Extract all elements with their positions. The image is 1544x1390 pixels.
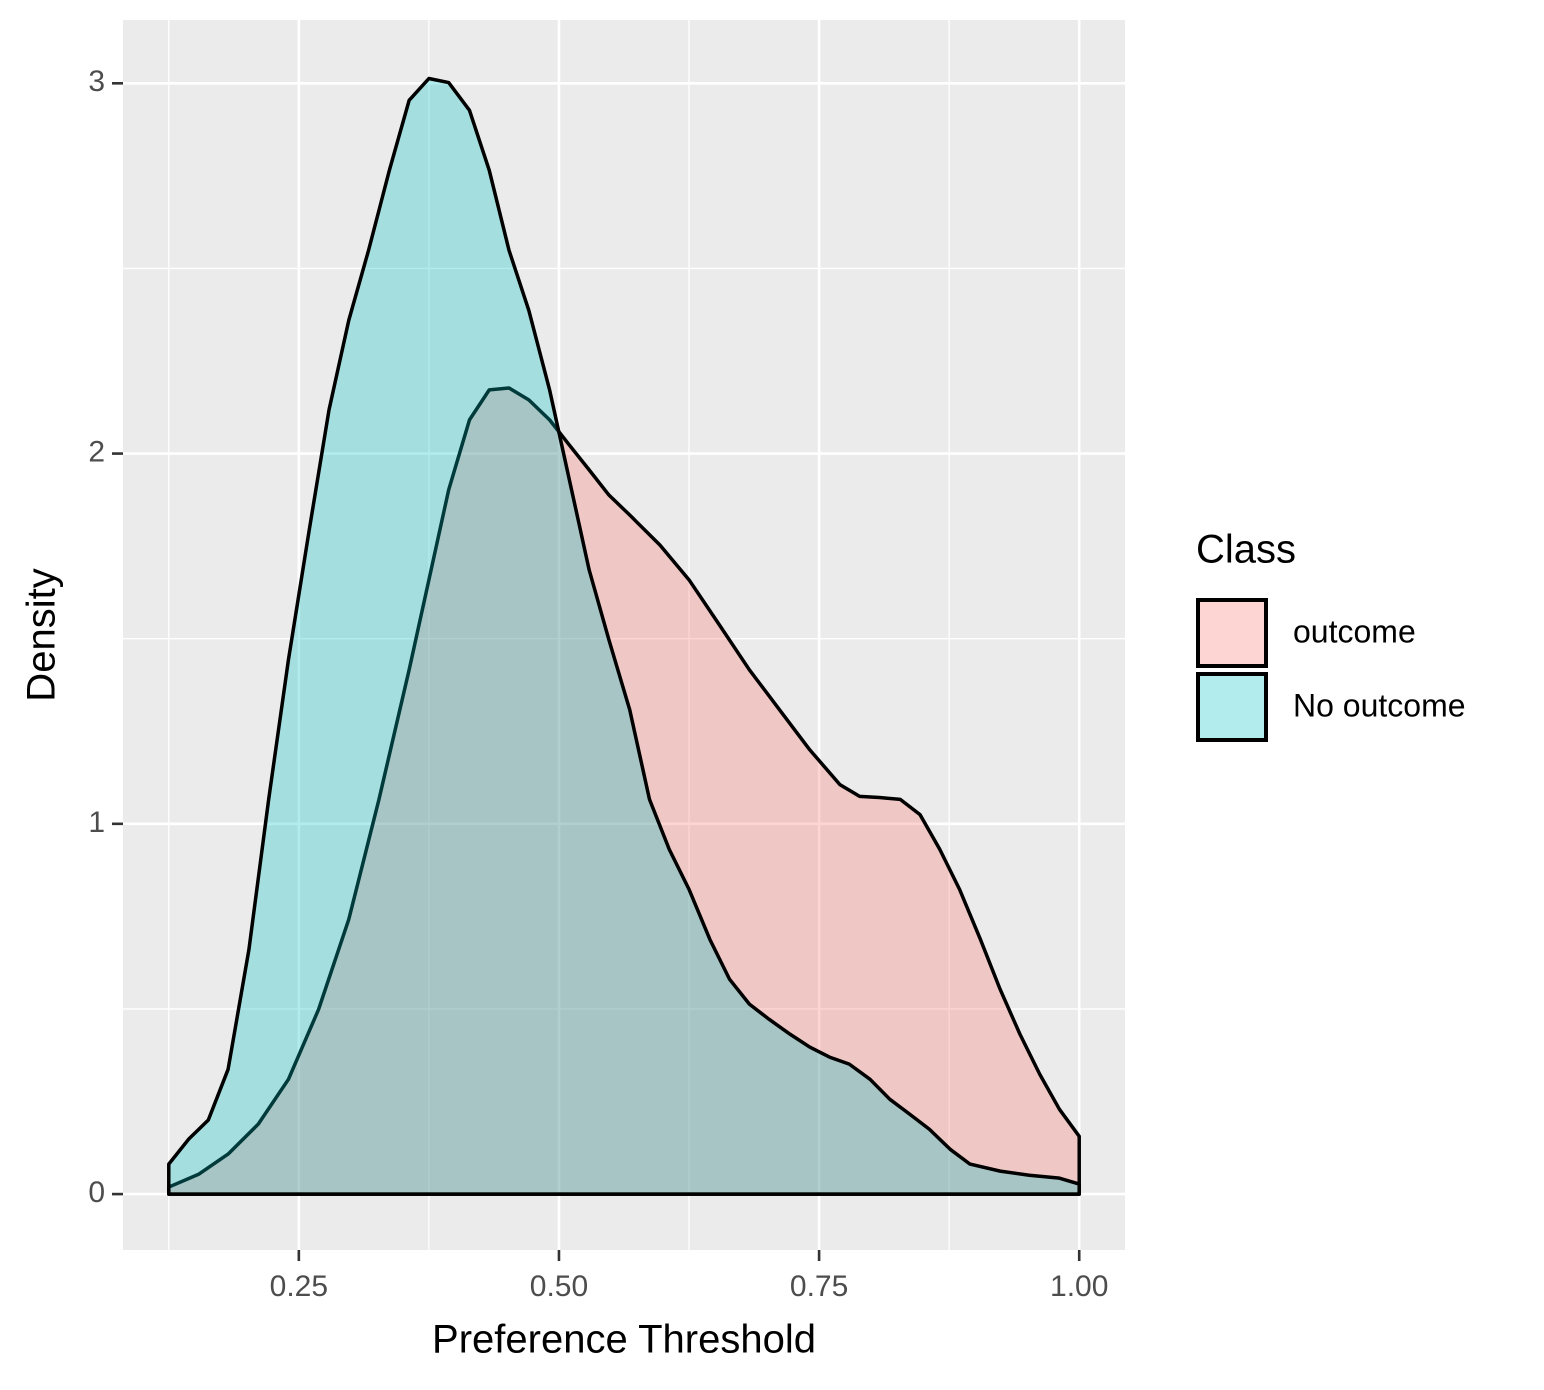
- legend-key-bg: [1198, 600, 1266, 666]
- legend-key: [1196, 598, 1268, 668]
- legend: outcome No outcome: [1196, 598, 1466, 742]
- legend-label: outcome: [1293, 613, 1416, 649]
- panel: [123, 20, 1125, 1250]
- y-tick-label: 2: [88, 435, 105, 468]
- axes: 0.25 0.50 0.75 1.00 0 1 2 3: [88, 65, 1108, 1303]
- legend-key: [1196, 672, 1268, 742]
- legend-title: Class: [1196, 528, 1296, 572]
- x-tick-label: 0.25: [270, 1270, 328, 1303]
- marks: [167, 76, 1081, 1196]
- density-area: [167, 76, 1081, 1196]
- x-axis-title: Preference Threshold: [432, 1318, 816, 1362]
- density-area: [167, 386, 1081, 1196]
- x-tick-label: 0.75: [790, 1270, 848, 1303]
- x-tick-label: 1.00: [1050, 1270, 1108, 1303]
- grid: [123, 20, 1125, 1250]
- legend-label: No outcome: [1293, 687, 1466, 723]
- x-tick-label: 0.50: [530, 1270, 588, 1303]
- y-axis-title: Density: [20, 568, 64, 701]
- legend-key-bg: [1198, 674, 1266, 740]
- y-tick-label: 1: [88, 806, 105, 839]
- y-tick-label: 0: [88, 1176, 105, 1209]
- y-tick-label: 3: [88, 65, 105, 98]
